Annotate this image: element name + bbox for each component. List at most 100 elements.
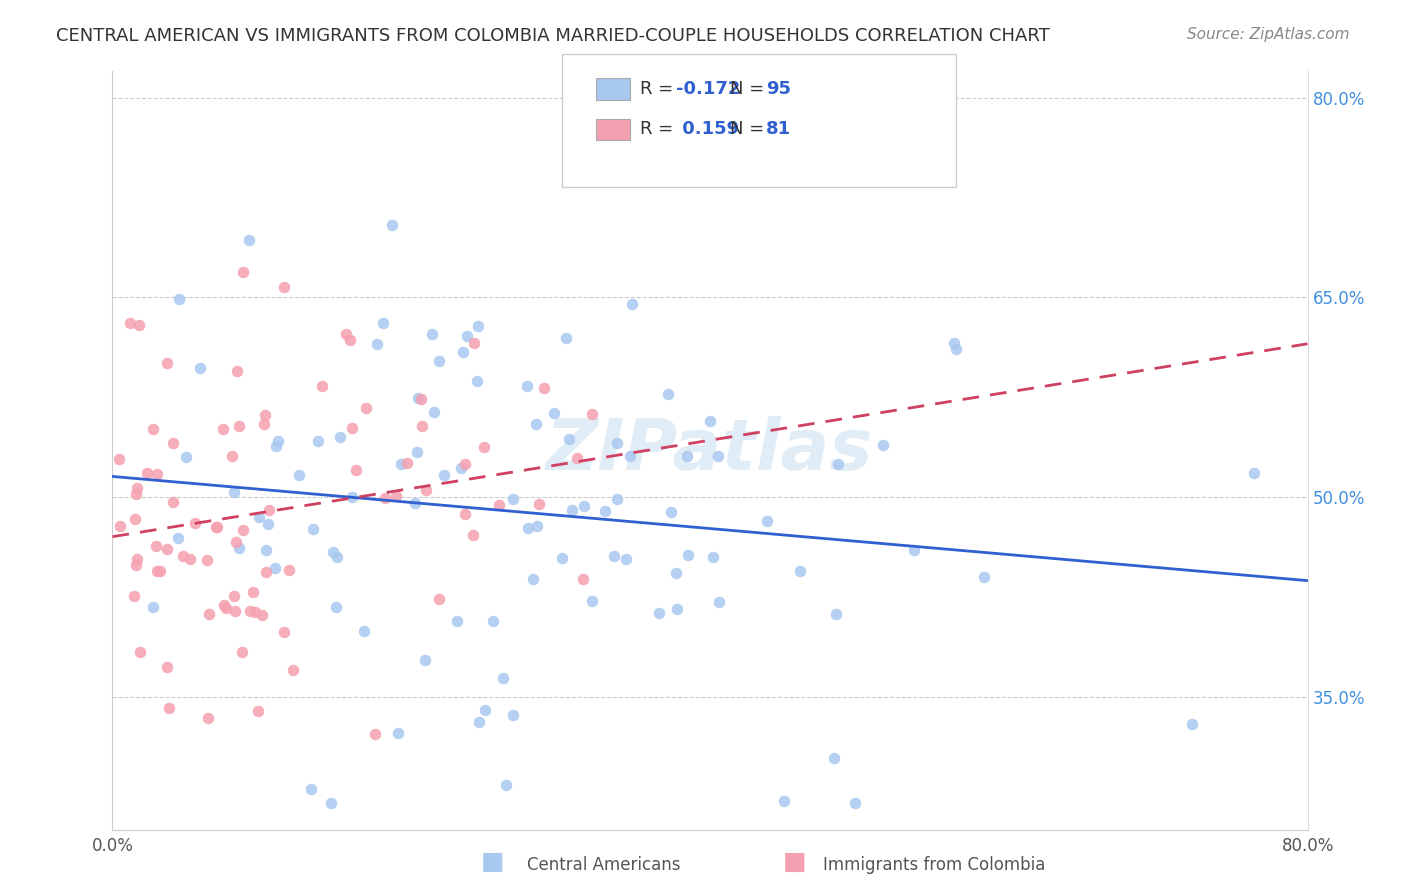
Point [581, 407, 603, 421]
Point [371, 317, 394, 331]
Point [389, 457, 412, 471]
Point [249, 509, 271, 524]
Point [156, 541, 179, 556]
Point [614, 551, 637, 566]
Point [406, 445, 429, 459]
Point [110, 519, 132, 533]
Point [554, 331, 576, 345]
Point [517, 521, 540, 535]
Point [254, 542, 277, 557]
Point [243, 605, 266, 619]
Point [322, 545, 344, 559]
Point [254, 408, 277, 422]
Point [156, 356, 179, 370]
Text: Immigrants from Colombia: Immigrants from Colombia [823, 856, 1045, 874]
Point [288, 467, 311, 482]
Point [224, 484, 246, 499]
Point [157, 701, 180, 715]
Point [524, 417, 547, 431]
Point [665, 566, 688, 580]
Point [232, 265, 254, 279]
Point [311, 379, 333, 393]
Point [344, 463, 367, 477]
Point [183, 516, 205, 531]
Point [495, 779, 517, 793]
Point [125, 487, 148, 501]
Point [212, 598, 235, 612]
Point [329, 430, 352, 444]
Text: 0.159: 0.159 [676, 120, 740, 138]
Point [574, 500, 596, 514]
Point [246, 704, 269, 718]
Point [427, 591, 450, 606]
Point [162, 495, 184, 509]
Point [264, 440, 287, 454]
Point [197, 710, 219, 724]
Point [339, 333, 361, 347]
Point [446, 615, 468, 629]
Point [136, 467, 159, 481]
Point [408, 391, 430, 405]
Point [107, 452, 129, 467]
Point [267, 434, 290, 449]
Point [1243, 466, 1265, 480]
Point [215, 601, 238, 615]
Point [225, 534, 247, 549]
Point [211, 422, 233, 436]
Point [128, 318, 150, 332]
Point [572, 572, 595, 586]
Point [789, 565, 811, 579]
Point [232, 523, 254, 537]
Point [127, 551, 149, 566]
Text: ■: ■ [783, 850, 806, 874]
Point [827, 457, 849, 471]
Point [502, 492, 524, 507]
Text: Source: ZipAtlas.com: Source: ZipAtlas.com [1187, 27, 1350, 42]
Point [395, 457, 418, 471]
Point [474, 441, 496, 455]
Point [325, 599, 347, 614]
Point [326, 549, 349, 564]
Point [423, 405, 446, 419]
Point [606, 491, 628, 506]
Point [661, 505, 683, 519]
Point [353, 624, 375, 638]
Point [468, 715, 491, 730]
Point [461, 528, 484, 542]
Point [456, 328, 478, 343]
Point [872, 438, 894, 452]
Point [174, 450, 197, 464]
Point [146, 564, 169, 578]
Point [145, 467, 167, 481]
Point [657, 387, 679, 401]
Point [226, 364, 249, 378]
Point [302, 523, 325, 537]
Point [162, 436, 184, 450]
Point [250, 608, 273, 623]
Point [222, 589, 245, 603]
Point [648, 606, 671, 620]
Point [543, 406, 565, 420]
Point [973, 570, 995, 584]
Point [228, 541, 250, 555]
Point [380, 218, 402, 232]
Point [385, 489, 408, 503]
Point [257, 502, 280, 516]
Text: -0.172: -0.172 [676, 80, 741, 98]
Point [413, 653, 436, 667]
Point [945, 343, 967, 357]
Point [492, 671, 515, 685]
Point [467, 319, 489, 334]
Point [619, 449, 641, 463]
Point [145, 539, 167, 553]
Point [943, 336, 966, 351]
Point [221, 450, 243, 464]
Point [195, 553, 218, 567]
Point [533, 380, 555, 394]
Point [527, 498, 550, 512]
Point [1180, 716, 1202, 731]
Point [231, 645, 253, 659]
Point [340, 490, 363, 504]
Point [125, 558, 148, 572]
Point [404, 496, 426, 510]
